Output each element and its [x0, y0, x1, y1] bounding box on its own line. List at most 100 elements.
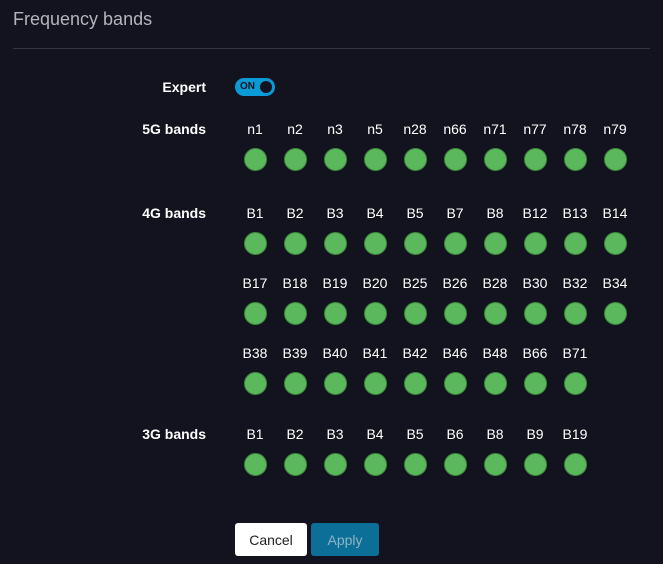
cancel-button[interactable]: Cancel: [235, 523, 307, 556]
band-toggle-b46[interactable]: [443, 372, 467, 395]
band-label: B13: [562, 205, 588, 221]
band-toggle-b28[interactable]: [483, 302, 507, 325]
band-toggle-b9[interactable]: [523, 453, 547, 476]
band-toggle-b4[interactable]: [363, 453, 387, 476]
divider: [13, 48, 650, 49]
band-label: B7: [446, 205, 464, 221]
band-toggle-b42[interactable]: [403, 372, 427, 395]
band-label: n78: [563, 121, 587, 137]
band-label: B5: [406, 426, 424, 442]
band-toggle-b34[interactable]: [603, 302, 627, 325]
band-label: B25: [402, 275, 428, 291]
band-toggle-b38[interactable]: [243, 372, 267, 395]
band-toggle-b13[interactable]: [563, 232, 587, 255]
band-toggle-b48[interactable]: [483, 372, 507, 395]
band-label: B38: [242, 345, 268, 361]
page-title: Frequency bands: [13, 9, 153, 29]
band-toggle-b19[interactable]: [563, 453, 587, 476]
band-label: B2: [286, 426, 304, 442]
band-label: n5: [367, 121, 383, 137]
expert-toggle[interactable]: ON: [235, 78, 275, 96]
band-label: B18: [282, 275, 308, 291]
band-label: B1: [246, 205, 264, 221]
band-toggle-b3[interactable]: [323, 453, 347, 476]
band-label: B3: [326, 205, 344, 221]
band-toggle-b8[interactable]: [483, 453, 507, 476]
band-toggle-n66[interactable]: [443, 148, 467, 171]
band-toggle-b3[interactable]: [323, 232, 347, 255]
band-label: B1: [246, 426, 264, 442]
band-toggle-b20[interactable]: [363, 302, 387, 325]
band-toggle-n3[interactable]: [323, 148, 347, 171]
band-toggle-b39[interactable]: [283, 372, 307, 395]
band-toggle-b4[interactable]: [363, 232, 387, 255]
band-label: B66: [522, 345, 548, 361]
band-toggle-b66[interactable]: [523, 372, 547, 395]
band-toggle-b14[interactable]: [603, 232, 627, 255]
band-label: n77: [523, 121, 547, 137]
band-toggle-b6[interactable]: [443, 453, 467, 476]
band-toggle-n1[interactable]: [243, 148, 267, 171]
band-toggle-b1[interactable]: [243, 453, 267, 476]
band-toggle-b30[interactable]: [523, 302, 547, 325]
band-label: B12: [522, 205, 548, 221]
band-label: n66: [443, 121, 467, 137]
band-label: n1: [247, 121, 263, 137]
band-label: B9: [526, 426, 544, 442]
band-toggle-b19[interactable]: [323, 302, 347, 325]
band-label: B19: [322, 275, 348, 291]
band-toggle-b40[interactable]: [323, 372, 347, 395]
band-toggle-n5[interactable]: [363, 148, 387, 171]
band-label: B8: [486, 205, 504, 221]
band-toggle-b7[interactable]: [443, 232, 467, 255]
band-label: B39: [282, 345, 308, 361]
band-toggle-b2[interactable]: [283, 232, 307, 255]
band-toggle-b5[interactable]: [403, 232, 427, 255]
band-label: B26: [442, 275, 468, 291]
band-label: B5: [406, 205, 424, 221]
band-label: B48: [482, 345, 508, 361]
band-toggle-b12[interactable]: [523, 232, 547, 255]
band-label: n28: [403, 121, 427, 137]
expert-label: Expert: [162, 79, 206, 95]
band-label: B2: [286, 205, 304, 221]
band-label: B30: [522, 275, 548, 291]
band-toggle-b41[interactable]: [363, 372, 387, 395]
band-toggle-n77[interactable]: [523, 148, 547, 171]
band-label: n2: [287, 121, 303, 137]
band-label: B4: [366, 426, 384, 442]
band-label: B41: [362, 345, 388, 361]
band-toggle-b1[interactable]: [243, 232, 267, 255]
apply-button[interactable]: Apply: [311, 523, 379, 556]
band-toggle-b18[interactable]: [283, 302, 307, 325]
band-label: n3: [327, 121, 343, 137]
group-label: 5G bands: [142, 121, 206, 137]
band-label: B32: [562, 275, 588, 291]
band-toggle-b2[interactable]: [283, 453, 307, 476]
band-label: B34: [602, 275, 628, 291]
group-label: 3G bands: [142, 426, 206, 442]
band-label: B20: [362, 275, 388, 291]
band-toggle-n71[interactable]: [483, 148, 507, 171]
band-label: B17: [242, 275, 268, 291]
band-toggle-b17[interactable]: [243, 302, 267, 325]
band-label: B46: [442, 345, 468, 361]
band-toggle-b26[interactable]: [443, 302, 467, 325]
band-toggle-b32[interactable]: [563, 302, 587, 325]
band-toggle-n79[interactable]: [603, 148, 627, 171]
band-toggle-n78[interactable]: [563, 148, 587, 171]
band-label: B19: [562, 426, 588, 442]
band-label: B40: [322, 345, 348, 361]
band-toggle-b71[interactable]: [563, 372, 587, 395]
band-label: B6: [446, 426, 464, 442]
group-label: 4G bands: [142, 205, 206, 221]
band-label: B71: [562, 345, 588, 361]
band-toggle-b5[interactable]: [403, 453, 427, 476]
band-toggle-b25[interactable]: [403, 302, 427, 325]
band-toggle-n2[interactable]: [283, 148, 307, 171]
band-label: B8: [486, 426, 504, 442]
band-label: B14: [602, 205, 628, 221]
toggle-knob: [260, 81, 272, 93]
band-toggle-n28[interactable]: [403, 148, 427, 171]
band-toggle-b8[interactable]: [483, 232, 507, 255]
